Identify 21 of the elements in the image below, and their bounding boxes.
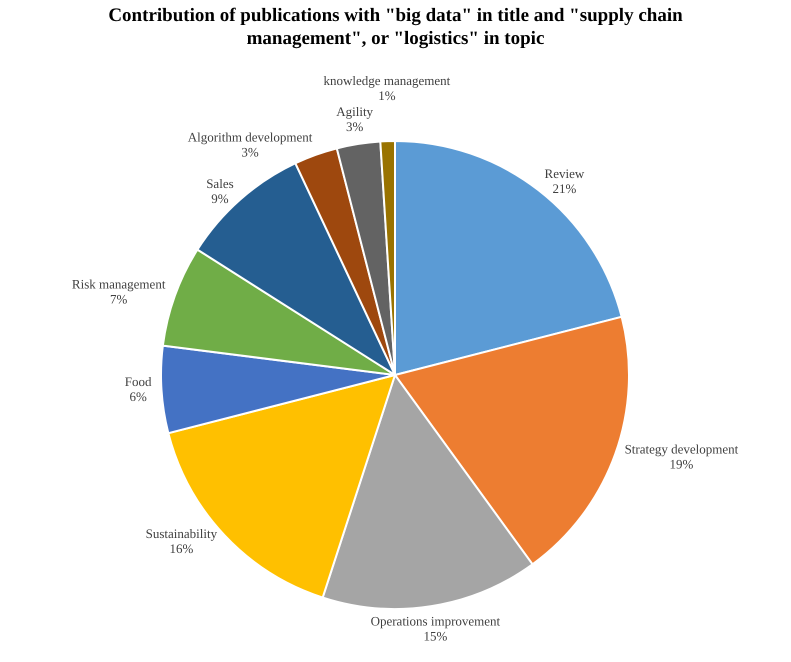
slice-label: Operations improvement [370, 614, 501, 629]
data-label: 3% [346, 119, 364, 134]
slice-label: Review [544, 166, 585, 182]
data-label: 9% [211, 190, 229, 206]
slice-label: Agility [336, 104, 374, 120]
slice-label: Sales [206, 176, 234, 191]
slice-label: Food [124, 374, 152, 390]
data-label: 21% [552, 181, 576, 196]
data-label: 19% [670, 456, 694, 472]
slice-label: Strategy development [624, 442, 739, 457]
data-label: 16% [169, 540, 194, 556]
slice-label: Sustainability [146, 526, 218, 541]
chart-title: Contribution of publications with "big data" in title and "supply chain management", or "logistics" in topic [107, 4, 684, 50]
data-label: 6% [129, 389, 147, 404]
data-label: 3% [241, 144, 259, 160]
slice-label: Algorithm development [188, 129, 313, 144]
slice-label: knowledge management [324, 73, 451, 88]
data-label: 15% [423, 628, 448, 644]
slice-label: Risk management [72, 276, 166, 292]
data-label: 7% [110, 291, 128, 306]
data-label: 1% [378, 88, 396, 104]
